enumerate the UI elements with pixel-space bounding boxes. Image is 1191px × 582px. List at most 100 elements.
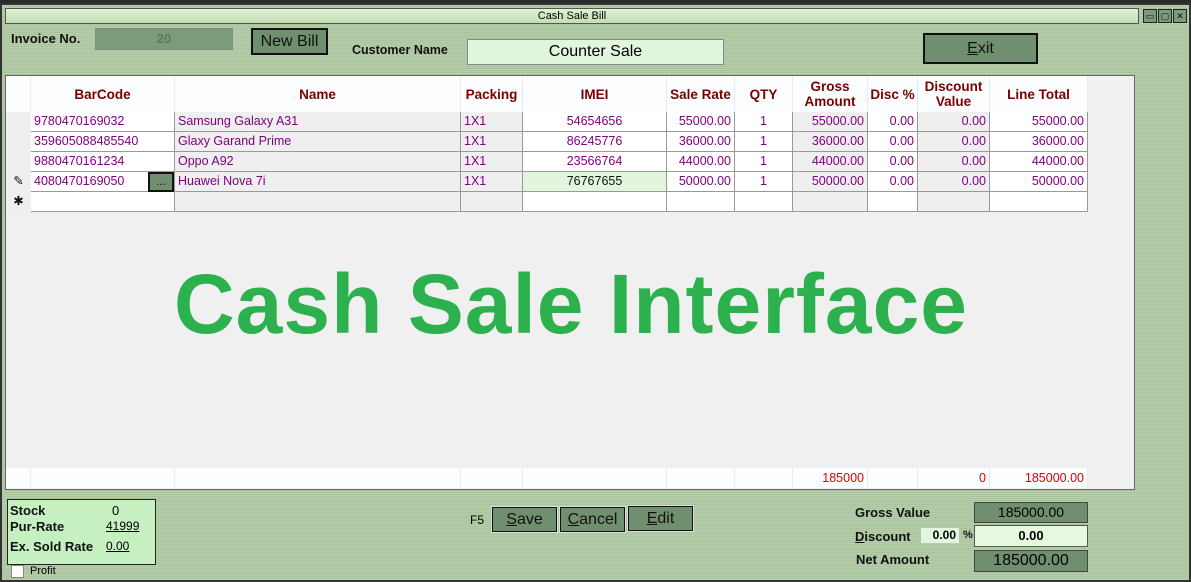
cell-qty[interactable] [735, 192, 793, 212]
cell-sale-rate[interactable]: 44000.00 [667, 152, 735, 172]
gross-value-label: Gross Value [855, 505, 931, 520]
cancel-label: Cancel [567, 511, 618, 528]
cell-disc-percent[interactable]: 0.00 [868, 132, 918, 152]
cell-qty[interactable]: 1 [735, 132, 793, 152]
cell-qty[interactable]: 1 [735, 152, 793, 172]
cell-sale-rate[interactable]: 55000.00 [667, 112, 735, 132]
cell-barcode[interactable]: 4080470169050 [31, 172, 175, 192]
cell-line-total[interactable]: 50000.00 [990, 172, 1088, 192]
cell-disc-percent[interactable] [868, 192, 918, 212]
cell-imei[interactable]: 54654656 [523, 112, 667, 132]
cell-packing[interactable]: 1X1 [461, 132, 523, 152]
column-header-packing[interactable]: Packing [461, 76, 523, 112]
cell-imei[interactable]: 86245776 [523, 132, 667, 152]
cell-gross-amount[interactable]: 44000.00 [793, 152, 868, 172]
row-selector[interactable] [6, 132, 31, 152]
close-icon[interactable]: ✕ [1173, 9, 1187, 23]
cell-barcode[interactable]: 9780470169032 [31, 112, 175, 132]
cell-name[interactable]: Glaxy Garand Prime [175, 132, 461, 152]
discount-percent-input[interactable]: 0.00 [921, 528, 959, 543]
cell-imei[interactable]: 76767655 [523, 172, 667, 192]
cell-qty[interactable]: 1 [735, 112, 793, 132]
cell-imei[interactable]: 23566764 [523, 152, 667, 172]
customer-name-label: Customer Name [352, 43, 448, 57]
total-line-total: 185000.00 [990, 468, 1088, 488]
column-header-gross-amount[interactable]: Gross Amount [793, 76, 868, 112]
cell-discount-value[interactable]: 0.00 [918, 172, 990, 192]
cell-disc-percent[interactable]: 0.00 [868, 152, 918, 172]
cell-line-total[interactable]: 44000.00 [990, 152, 1088, 172]
cell-gross-amount[interactable]: 50000.00 [793, 172, 868, 192]
cell-name[interactable]: Oppo A92 [175, 152, 461, 172]
browse-button[interactable]: ... [148, 172, 174, 192]
save-button[interactable]: Save [491, 506, 558, 533]
cell-name[interactable]: Samsung Galaxy A31 [175, 112, 461, 132]
cell-discount-value[interactable]: 0.00 [918, 152, 990, 172]
discount-value-input[interactable]: 0.00 [974, 525, 1088, 547]
cell-name[interactable]: Huawei Nova 7i [175, 172, 461, 192]
cell-sale-rate[interactable] [667, 192, 735, 212]
cell-discount-value[interactable]: 0.00 [918, 132, 990, 152]
total-cell-empty [6, 468, 31, 488]
new-bill-button[interactable]: New Bill [251, 28, 328, 55]
row-selector[interactable]: ✱ [6, 192, 31, 212]
cell-name[interactable] [175, 192, 461, 212]
percent-sign: % [963, 529, 973, 541]
cell-disc-percent[interactable]: 0.00 [868, 112, 918, 132]
cell-packing[interactable] [461, 192, 523, 212]
cell-sale-rate[interactable]: 36000.00 [667, 132, 735, 152]
cell-line-total[interactable]: 36000.00 [990, 132, 1088, 152]
cell-packing[interactable]: 1X1 [461, 152, 523, 172]
column-header-name[interactable]: Name [175, 76, 461, 112]
customer-name-input[interactable]: Counter Sale [467, 39, 724, 65]
cell-barcode[interactable]: 9880470161234 [31, 152, 175, 172]
cell-qty[interactable]: 1 [735, 172, 793, 192]
column-header-imei[interactable]: IMEI [523, 76, 667, 112]
column-header-barcode[interactable]: BarCode [31, 76, 175, 112]
net-amount-label: Net Amount [856, 552, 930, 567]
cell-barcode[interactable]: 359605088485540 [31, 132, 175, 152]
cell-discount-value[interactable] [918, 192, 990, 212]
row-selector[interactable] [6, 152, 31, 172]
column-header-disc-percent[interactable]: Disc % [868, 76, 918, 112]
title-bar: Cash Sale Bill [5, 8, 1139, 24]
row-selector[interactable]: ✎ [6, 172, 31, 192]
cell-sale-rate[interactable]: 50000.00 [667, 172, 735, 192]
net-amount-field: 185000.00 [974, 550, 1088, 572]
cancel-button[interactable]: Cancel [559, 506, 626, 533]
row-selector-header [6, 76, 31, 112]
exit-button[interactable]: Exit [923, 33, 1038, 64]
column-header-sale-rate[interactable]: Sale Rate [667, 76, 735, 112]
minimize-icon[interactable]: ▭ [1143, 9, 1157, 23]
cell-gross-amount[interactable]: 55000.00 [793, 112, 868, 132]
cell-gross-amount[interactable] [793, 192, 868, 212]
stock-label: Stock [10, 503, 46, 518]
invoice-field[interactable]: 20 [95, 28, 233, 50]
column-header-qty[interactable]: QTY [735, 76, 793, 112]
profit-checkbox[interactable] [11, 565, 24, 578]
pur-rate-label: Pur-Rate [10, 519, 65, 534]
cell-line-total[interactable]: 55000.00 [990, 112, 1088, 132]
edit-button[interactable]: Edit [627, 505, 694, 532]
cell-packing[interactable]: 1X1 [461, 112, 523, 132]
total-cell-empty [31, 468, 175, 488]
column-header-discount-value[interactable]: Discount Value [918, 76, 990, 112]
cell-disc-percent[interactable]: 0.00 [868, 172, 918, 192]
cell-imei[interactable] [523, 192, 667, 212]
column-header-line-total[interactable]: Line Total [990, 76, 1088, 112]
edit-label: Edit [646, 510, 675, 527]
cell-discount-value[interactable]: 0.00 [918, 112, 990, 132]
total-cell-empty [667, 468, 735, 488]
discount-label-wrap: Discount [855, 529, 911, 544]
row-selector[interactable] [6, 112, 31, 132]
cell-line-total[interactable] [990, 192, 1088, 212]
stock-info-panel: Stock 0 Pur-Rate 41999 Ex. Sold Rate 0.0… [7, 499, 156, 565]
total-cell-empty [175, 468, 461, 488]
pur-rate-value: 41999 [106, 519, 140, 533]
cell-gross-amount[interactable]: 36000.00 [793, 132, 868, 152]
cell-packing[interactable]: 1X1 [461, 172, 523, 192]
total-cell-empty [735, 468, 793, 488]
maximize-icon[interactable]: ▢ [1158, 9, 1172, 23]
total-cell-empty [461, 468, 523, 488]
cell-barcode[interactable] [31, 192, 175, 212]
